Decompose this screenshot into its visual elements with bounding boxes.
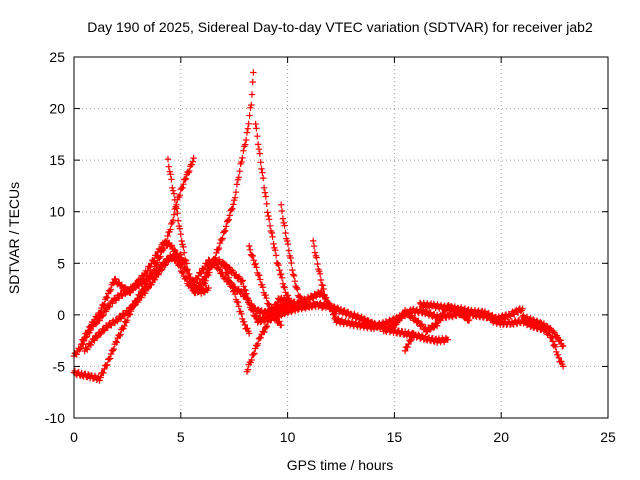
y-tick-label: 25 — [49, 49, 65, 65]
plot-frame — [73, 56, 609, 419]
tick-layer: 0 5 10 15 20 25 -10 -5 0 5 10 15 20 25 — [45, 49, 616, 445]
y-tick-label: -10 — [45, 410, 65, 426]
x-tick-label: 15 — [387, 429, 403, 445]
data-series-arc-q — [401, 330, 417, 355]
x-tick-label: 25 — [600, 429, 616, 445]
y-tick-label: -5 — [53, 358, 66, 374]
data-series-arc-g — [220, 260, 253, 337]
data-layer — [70, 69, 567, 384]
x-tick-label: 10 — [280, 429, 296, 445]
y-tick-label: 5 — [57, 255, 65, 271]
data-series-arc-i — [252, 120, 293, 304]
y-tick-label: 0 — [57, 307, 65, 323]
y-tick-label: 10 — [49, 204, 65, 220]
data-series-arc-r — [416, 299, 526, 324]
data-series-arc-s — [487, 315, 567, 370]
x-axis-label: GPS time / hours — [287, 457, 394, 473]
y-axis-label: SDTVAR / TECUs — [6, 182, 22, 294]
data-series-arc-k — [278, 201, 310, 310]
x-tick-label: 20 — [493, 429, 509, 445]
x-tick-label: 0 — [70, 429, 78, 445]
chart-title: Day 190 of 2025, Sidereal Day-to-day VTE… — [87, 19, 593, 35]
y-tick-label: 20 — [49, 101, 65, 117]
x-tick-label: 5 — [177, 429, 185, 445]
data-series-arc-c — [79, 238, 187, 344]
y-tick-label: 15 — [49, 152, 65, 168]
data-series-arc-t — [519, 312, 567, 350]
grid-layer — [74, 57, 608, 418]
